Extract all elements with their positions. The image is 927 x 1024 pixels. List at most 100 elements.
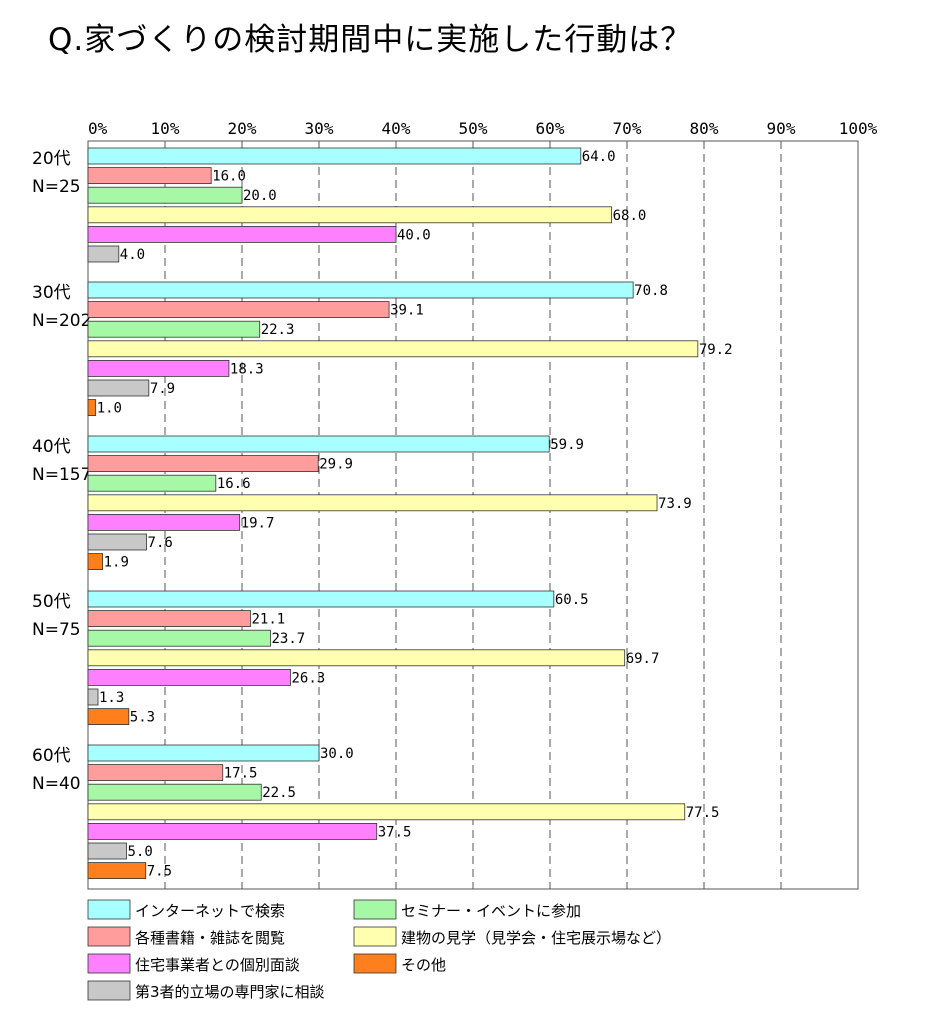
- data-label: 26.3: [292, 670, 326, 686]
- legend-label: 建物の見学（見学会・住宅展示場など）: [401, 929, 671, 947]
- bar: [87, 744, 320, 762]
- legend-label: 第3者的立場の専門家に相談: [135, 983, 325, 1001]
- group-label: 30代: [32, 283, 71, 303]
- data-label: 1.3: [99, 690, 124, 706]
- bar: [87, 842, 127, 860]
- legend-label: 住宅事業者との個別面談: [135, 956, 300, 974]
- legend-label: セミナー・イベントに参加: [401, 902, 581, 920]
- group-n-label: N=202: [32, 311, 91, 331]
- legend-label: その他: [401, 956, 446, 974]
- data-label: 5.0: [128, 844, 153, 860]
- data-label: 70.8: [634, 283, 668, 299]
- legend-swatch: [353, 926, 397, 947]
- bar: [87, 320, 261, 338]
- legend-swatch: [353, 899, 397, 920]
- bar: [87, 823, 378, 840]
- data-label: 22.5: [262, 785, 296, 801]
- legend-label: インターネットで検索: [135, 902, 285, 920]
- data-label: 17.5: [224, 766, 258, 782]
- x-tick-label: 30%: [305, 119, 334, 138]
- data-label: 7.6: [148, 535, 173, 551]
- x-tick-label: 50%: [459, 119, 488, 138]
- x-tick-label: 40%: [382, 119, 411, 138]
- bar: [87, 225, 397, 243]
- bar: [87, 301, 390, 319]
- legend-swatch: [87, 980, 131, 1001]
- bar: [87, 474, 217, 492]
- bar: [87, 669, 291, 686]
- legend-swatch: [353, 953, 397, 974]
- data-label: 37.5: [378, 824, 412, 840]
- bar: [87, 379, 150, 397]
- x-tick-label: 20%: [228, 119, 257, 138]
- legend-swatch: [87, 926, 131, 947]
- bar: [87, 494, 658, 512]
- data-label: 79.2: [699, 342, 733, 358]
- data-label: 19.7: [241, 515, 275, 531]
- bar: [87, 245, 120, 263]
- bar: [87, 590, 555, 608]
- bar: [87, 281, 634, 299]
- data-label: 29.9: [319, 457, 353, 473]
- data-label: 20.0: [243, 188, 277, 204]
- bar: [87, 610, 251, 627]
- bar: [87, 186, 243, 204]
- data-label: 30.0: [320, 746, 354, 762]
- bar: [87, 359, 230, 377]
- bar: [87, 533, 147, 551]
- data-label: 59.9: [550, 437, 584, 453]
- bar: [87, 435, 550, 453]
- data-label: 1.9: [104, 555, 129, 571]
- bar: [87, 764, 224, 781]
- group-label: 40代: [32, 437, 71, 457]
- bar: [87, 147, 582, 165]
- bar: [87, 688, 99, 706]
- bar: [87, 167, 212, 185]
- data-label: 21.1: [251, 612, 285, 628]
- data-label: 4.0: [120, 247, 145, 263]
- x-tick-label: 60%: [536, 119, 565, 138]
- bar: [87, 649, 626, 667]
- data-label: 16.6: [217, 476, 251, 492]
- x-tick-label: 90%: [767, 119, 796, 138]
- data-label: 7.5: [147, 864, 172, 880]
- data-label: 1.0: [97, 401, 122, 417]
- x-tick-label: 0%: [88, 119, 108, 138]
- bar: [87, 783, 262, 801]
- data-label: 18.3: [230, 361, 264, 377]
- x-tick-label: 80%: [690, 119, 719, 138]
- group-label: 50代: [32, 592, 71, 612]
- data-label: 40.0: [397, 227, 431, 243]
- data-label: 69.7: [626, 651, 660, 667]
- data-label: 77.5: [686, 805, 720, 821]
- group-n-label: N=25: [32, 177, 81, 197]
- data-label: 39.1: [390, 303, 424, 319]
- data-label: 60.5: [555, 592, 589, 608]
- group-n-label: N=40: [32, 774, 81, 794]
- data-label: 7.9: [150, 381, 175, 397]
- bar: [87, 399, 97, 417]
- bar: [87, 455, 319, 473]
- group-label: 20代: [32, 149, 71, 169]
- group-n-label: N=75: [32, 620, 81, 640]
- data-label: 22.3: [261, 322, 295, 338]
- data-label: 23.7: [271, 631, 305, 647]
- bar: [87, 340, 699, 358]
- bar: [87, 803, 686, 821]
- data-label: 68.0: [613, 208, 647, 224]
- x-tick-label: 70%: [613, 119, 642, 138]
- legend-swatch: [87, 899, 131, 920]
- chart-title: Q.家づくりの検討期間中に実施した行動は？: [48, 22, 693, 58]
- x-tick-label: 10%: [151, 119, 180, 138]
- bar: [87, 708, 130, 725]
- data-label: 64.0: [582, 149, 616, 165]
- legend-swatch: [87, 953, 131, 974]
- bar: [87, 553, 104, 570]
- data-label: 5.3: [130, 710, 155, 726]
- group-n-label: N=157: [32, 465, 91, 485]
- bar: [87, 629, 271, 647]
- data-label: 73.9: [658, 496, 692, 512]
- data-label: 16.0: [212, 169, 246, 185]
- bar: [87, 514, 241, 531]
